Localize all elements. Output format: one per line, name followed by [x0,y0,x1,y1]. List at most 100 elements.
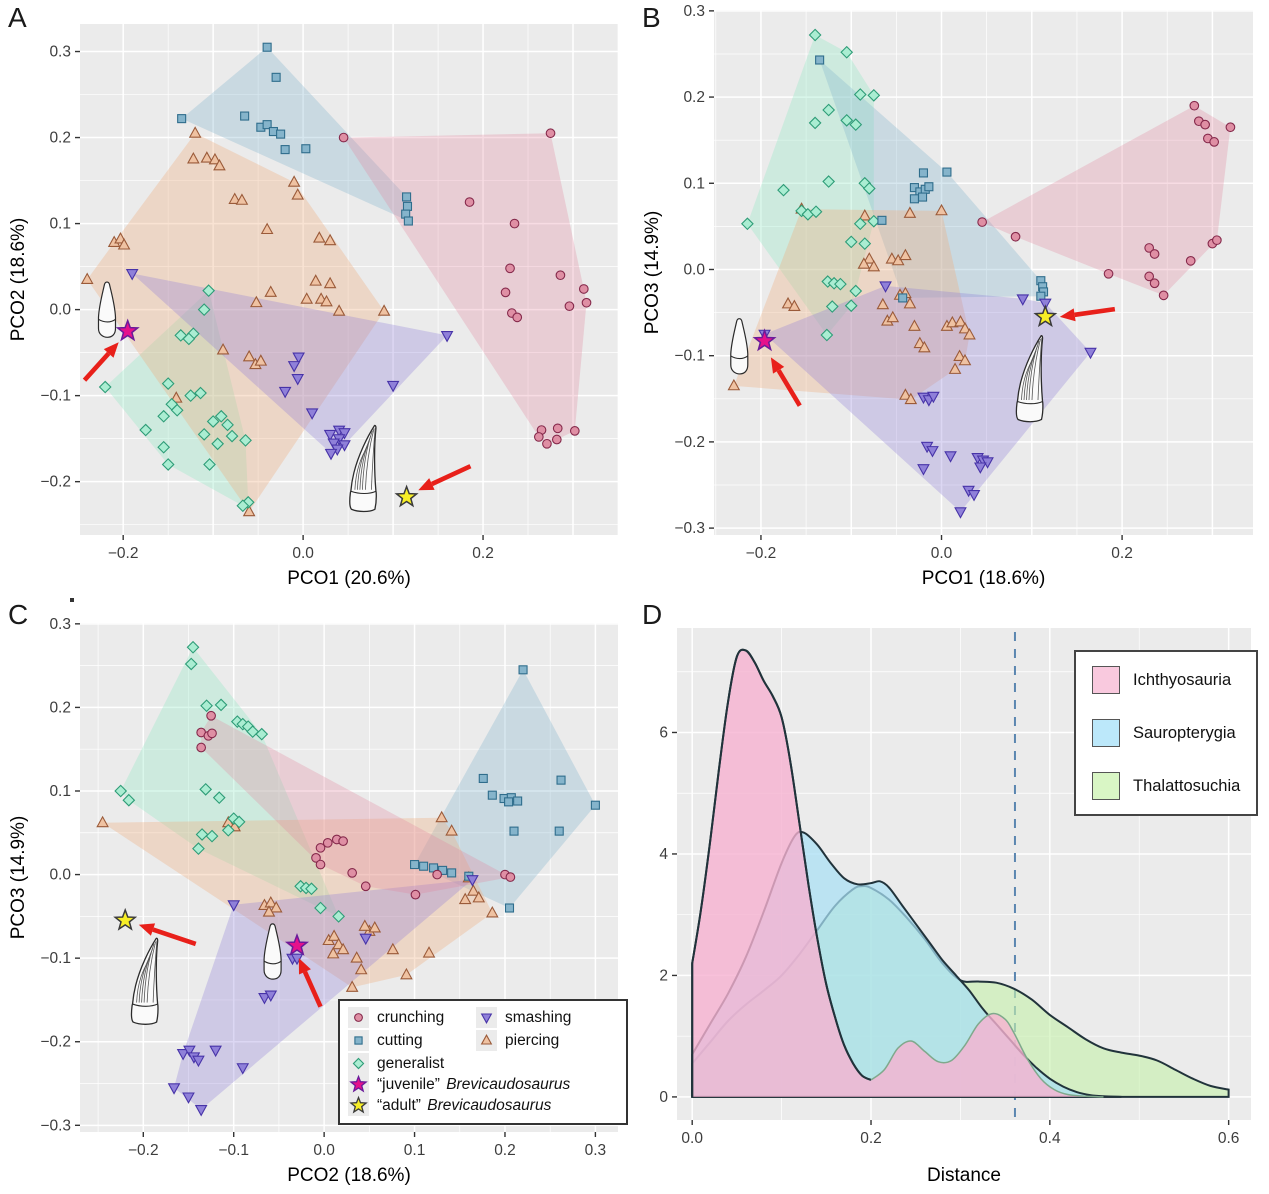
hull-piercing [87,133,385,512]
svg-text:0.1: 0.1 [404,1142,426,1159]
svg-text:−0.1: −0.1 [218,1142,249,1159]
thalattosuchia-swatch-icon [1092,772,1120,800]
svg-text:0: 0 [659,1089,668,1106]
y-axis-title: PCO2 (18.6%) [8,218,29,342]
svg-text:0.1: 0.1 [49,783,71,800]
guild-legend: crunching smashing cutting piercing gene… [338,999,628,1125]
svg-text:0.4: 0.4 [1039,1130,1061,1147]
ichthyosauria-swatch-icon [1092,666,1120,694]
legend-label-piercing: piercing [505,1031,560,1049]
points-smashing [125,269,454,461]
tooth-small-icon [97,281,117,338]
legend-label-adult: “adult” [377,1096,426,1114]
red-arrow [82,342,119,382]
hull-smashing [174,879,473,1110]
legend-item-generalist: generalist [348,1053,476,1074]
tooth-large-icon [1015,335,1044,423]
legend-item-piercing: piercing [476,1030,616,1051]
tooth-large-icon [130,937,159,1025]
star-juvenile [752,328,777,352]
svg-text:0.0: 0.0 [313,1142,335,1159]
generalist-marker-icon [348,1053,369,1074]
red-arrow [138,923,197,947]
points-cutting [177,42,413,226]
panel-d: D 0.00.20.40.60246DistanceDensity Ichthy… [634,597,1269,1194]
y-axis-title: PCO3 (14.9%) [642,211,663,335]
hull-cutting [181,47,409,222]
svg-text:−0.2: −0.2 [746,545,777,562]
density-fill-Ichthyosauria [692,649,1104,1097]
x-axis-title: Distance [927,1165,1001,1186]
x-axis-title: PCO1 (20.6%) [287,568,411,589]
hull-generalist [120,647,339,917]
tooth-large-icon [349,424,377,513]
tooth-small-icon [263,923,282,980]
svg-text:−0.2: −0.2 [128,1142,159,1159]
red-arrow [1059,306,1116,322]
points-piercing [96,810,499,992]
density-tail-Ichthyosauria [870,1012,1104,1098]
legend-item-ichthyosauria: Ichthyosauria [1092,666,1240,694]
pco1-pco2-plot: −0.2 0.0 0.2 0.3 0.2 0.1 0.0 −0.1 −0.2 PCO1 (20.6… [8,24,619,589]
hull-piercing [102,817,493,988]
hull-crunching [982,105,1231,296]
panel-a: A −0.2 0.0 0.2 0.3 0.2 0.1 0.0 −0.1 −0.2 PCO1 (20… [0,0,634,597]
legend-item-smashing: smashing [476,1007,616,1028]
svg-text:−0.3: −0.3 [40,1117,71,1134]
points-smashing [758,281,1097,519]
svg-text:0.1: 0.1 [49,216,71,233]
points-crunching [977,100,1236,301]
svg-text:−0.1: −0.1 [40,388,71,405]
svg-text:0.0: 0.0 [931,545,953,562]
smashing-marker-icon [476,1007,497,1028]
star-juvenile [284,932,310,956]
svg-text:0.0: 0.0 [292,545,314,562]
svg-text:0.3: 0.3 [585,1142,607,1159]
panel-letter-d: D [642,599,663,630]
legend-label-ichthyosauria: Ichthyosauria [1133,670,1232,689]
svg-text:0.0: 0.0 [49,302,71,319]
piercing-marker-icon [476,1030,497,1051]
svg-text:0.2: 0.2 [49,130,71,147]
svg-text:−0.3: −0.3 [674,520,705,537]
pco1-pco3-plot: −0.2 0.0 0.2 0.3 0.2 0.1 0.0 −0.1 −0.2 −0.3 PCO1 (… [642,3,1253,589]
legend-item-crunching: crunching [348,1007,476,1028]
x-axis-title: PCO2 (18.6%) [287,1165,411,1186]
points-piercing [80,126,391,517]
legend-item-thalattosuchia: Thalattosuchia [1092,772,1240,800]
pco2-pco3-plot: −0.2 −0.1 0.0 0.1 0.2 0.3 0.3 0.2 0.1 0.0 −0.1 −0.2… [8,616,618,1186]
svg-text:0.3: 0.3 [49,616,71,633]
hull-cutting [414,669,596,908]
tooth-small-icon [730,318,749,375]
panel-letter-c: C [8,599,29,630]
adult-star-icon [348,1095,369,1116]
legend-item-adult-brevicaudosaurus: “adult” Brevicaudosaurus [348,1095,616,1116]
stray-dot [70,598,74,602]
legend-label-juvenile: “juvenile” [377,1075,445,1093]
sauropterygia-swatch-icon [1092,719,1120,747]
panel-c: C −0.2 −0.1 0.0 0.1 0.2 0.3 0.3 0.2 0.1 0.0 −0.1 −0… [0,597,634,1194]
juvenile-star-icon [348,1074,369,1095]
legend-label-smashing: smashing [505,1008,572,1026]
svg-text:−0.2: −0.2 [40,1034,71,1051]
cutting-marker-icon [348,1030,369,1051]
points-generalist [114,640,345,923]
convex-hulls [102,647,596,1110]
svg-text:0.0: 0.0 [681,1130,703,1147]
legend-item-sauropterygia: Sauropterygia [1092,719,1240,747]
svg-text:0.2: 0.2 [860,1130,882,1147]
star-adult [113,907,138,931]
points-smashing [167,875,479,1117]
points-cutting [815,55,1049,303]
svg-text:2: 2 [659,967,668,984]
convex-hulls [733,35,1231,512]
points-crunching [196,710,516,900]
svg-text:0.2: 0.2 [494,1142,516,1159]
svg-text:0.2: 0.2 [683,89,705,106]
legend-label-thalattosuchia: Thalattosuchia [1133,776,1241,795]
taxa-legend: Ichthyosauria Sauropterygia Thalattosuch… [1074,650,1259,816]
points-crunching [338,128,592,449]
svg-text:−0.2: −0.2 [40,474,71,491]
legend-item-cutting: cutting [348,1030,476,1051]
